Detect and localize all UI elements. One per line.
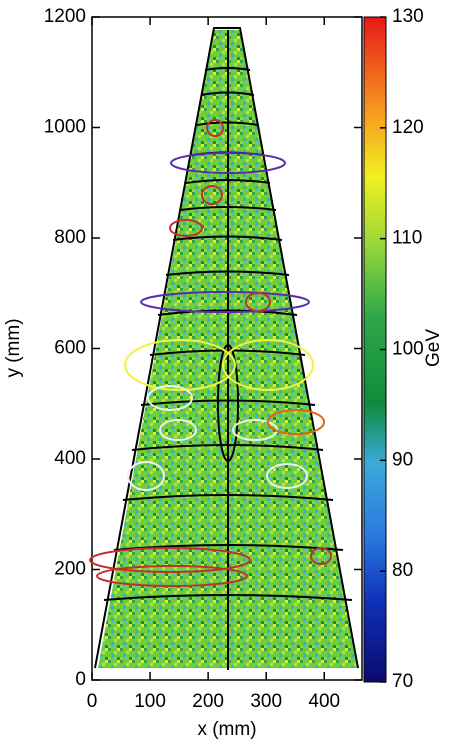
x-axis-label: x (mm): [197, 719, 256, 740]
colorbar-tick-label: 120: [392, 117, 424, 138]
y-tick-label: 400: [54, 448, 86, 469]
annotation-ellipses: [89, 119, 332, 587]
colorbar-tick-label: 90: [392, 449, 413, 470]
colorbar-tick-label: 110: [392, 228, 422, 249]
x-tick-label: 200: [192, 691, 224, 712]
y-tick-label: 1000: [44, 117, 86, 138]
x-tick-label: 0: [87, 691, 98, 712]
colorbar-tick-label: 130: [392, 6, 424, 27]
y-tick-label: 600: [54, 338, 86, 359]
y-tick-label: 200: [54, 559, 86, 580]
y-tick-label: 0: [75, 669, 86, 690]
x-tick-label: 300: [250, 691, 282, 712]
colorbar-label: GeV: [423, 329, 444, 367]
colorbar-tick-label: 80: [392, 560, 413, 581]
y-axis-label: y (mm): [3, 318, 24, 377]
colorbar-tick-label: 70: [392, 671, 413, 692]
x-tick-label: 100: [134, 691, 166, 712]
colorbar-tick-label: 100: [392, 339, 424, 360]
x-tick-label: 400: [308, 691, 340, 712]
y-tick-label: 1200: [44, 6, 86, 27]
y-tick-label: 800: [54, 227, 86, 248]
